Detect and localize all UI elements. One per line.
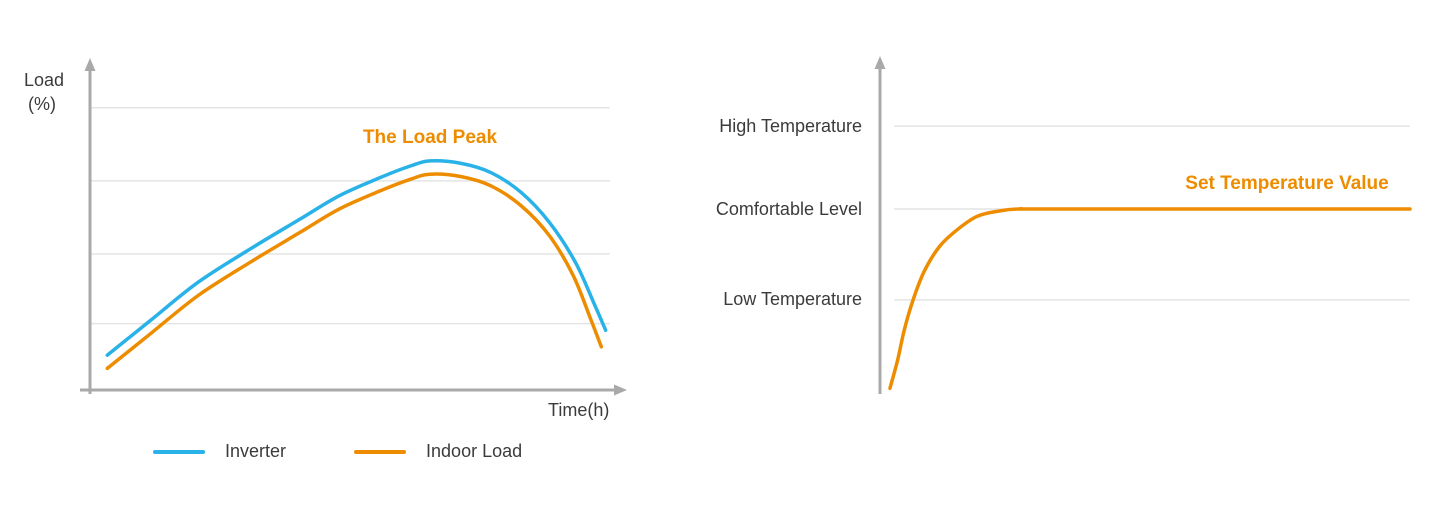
load-y-axis-label-line2: (%) — [28, 94, 56, 115]
ytick-comfortable-level: Comfortable Level — [715, 199, 862, 219]
indoor-load-line-swatch — [354, 449, 407, 454]
ytick-low-temperature: Low Temperature — [723, 289, 862, 309]
legend-item-inverter: Inverter — [153, 441, 286, 462]
ytick-high-temperature: High Temperature — [719, 116, 862, 136]
legend-label-indoor-load: Indoor Load — [426, 441, 523, 461]
temperature-curve-chart — [874, 56, 1412, 394]
load-peak-annotation: The Load Peak — [362, 127, 498, 148]
load-y-axis-label: Load (%) — [24, 68, 64, 117]
legend-label-inverter: Inverter — [225, 441, 287, 461]
legend-item-indoor-load: Indoor Load — [354, 441, 522, 462]
load-over-time-chart — [80, 58, 627, 396]
legend: Inverter Indoor Load — [153, 441, 522, 462]
inverter-line-swatch — [153, 449, 205, 454]
time-x-axis-label: Time(h) — [548, 400, 610, 420]
load-y-axis-label-line1: Load — [24, 70, 65, 90]
set-temperature-annotation: Set Temperature Value — [1185, 173, 1389, 194]
